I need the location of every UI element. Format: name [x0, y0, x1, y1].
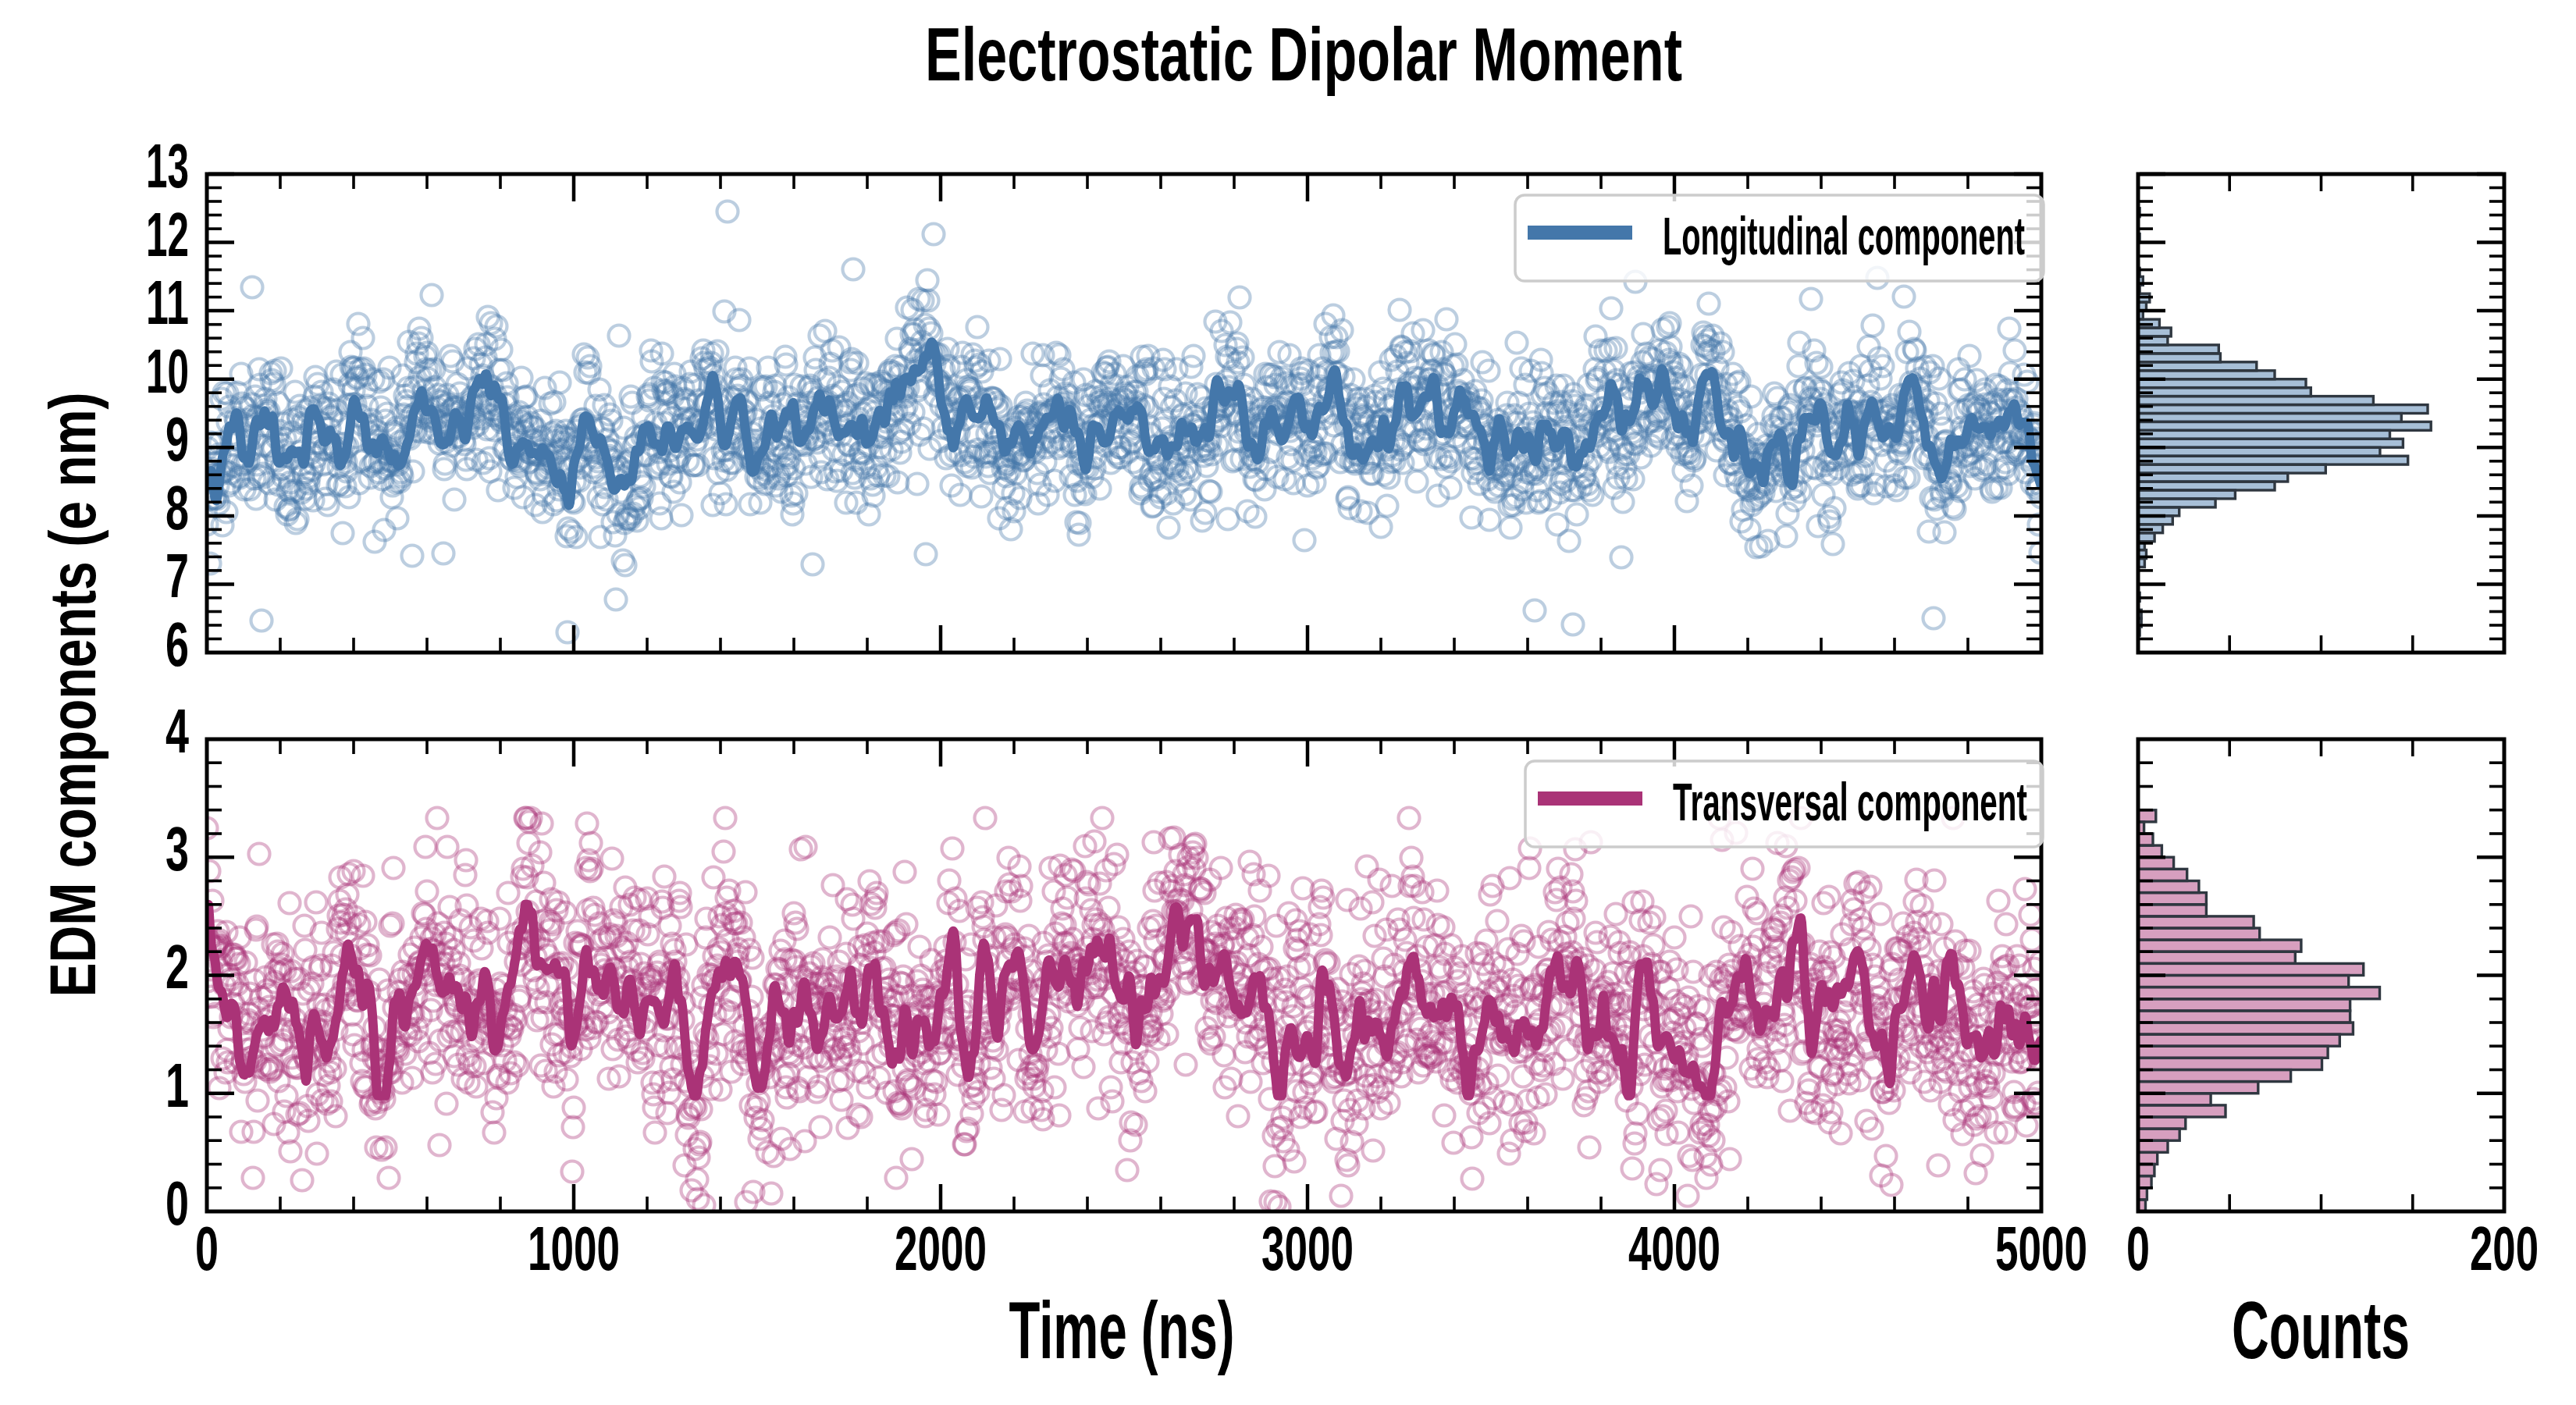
svg-text:6: 6: [165, 610, 189, 679]
svg-text:12: 12: [146, 200, 189, 269]
svg-text:13: 13: [146, 131, 189, 201]
svg-text:Transversal component: Transversal component: [1673, 772, 2027, 831]
svg-text:4: 4: [165, 696, 189, 766]
svg-text:Counts: Counts: [2232, 1286, 2410, 1375]
svg-text:Time (ns): Time (ns): [1009, 1286, 1235, 1375]
svg-text:11: 11: [146, 268, 189, 337]
svg-text:4000: 4000: [1628, 1214, 1720, 1283]
svg-text:3000: 3000: [1261, 1214, 1354, 1283]
svg-text:1: 1: [165, 1051, 189, 1120]
svg-text:0: 0: [195, 1214, 219, 1283]
svg-text:Electrostatic Dipolar Moment: Electrostatic Dipolar Moment: [925, 12, 1682, 97]
svg-text:2: 2: [165, 932, 189, 1001]
svg-text:200: 200: [2470, 1214, 2539, 1283]
svg-text:9: 9: [165, 404, 189, 474]
svg-text:EDM components (e nm): EDM components (e nm): [36, 393, 109, 998]
svg-text:1000: 1000: [528, 1214, 620, 1283]
svg-text:8: 8: [165, 473, 189, 542]
svg-text:0: 0: [2126, 1214, 2150, 1283]
svg-text:2000: 2000: [895, 1214, 987, 1283]
svg-text:3: 3: [165, 814, 189, 884]
svg-text:Longitudinal component: Longitudinal component: [1663, 206, 2025, 265]
svg-text:0: 0: [165, 1168, 189, 1238]
svg-text:5000: 5000: [1995, 1214, 2087, 1283]
svg-text:10: 10: [146, 336, 189, 406]
svg-text:7: 7: [165, 541, 189, 610]
